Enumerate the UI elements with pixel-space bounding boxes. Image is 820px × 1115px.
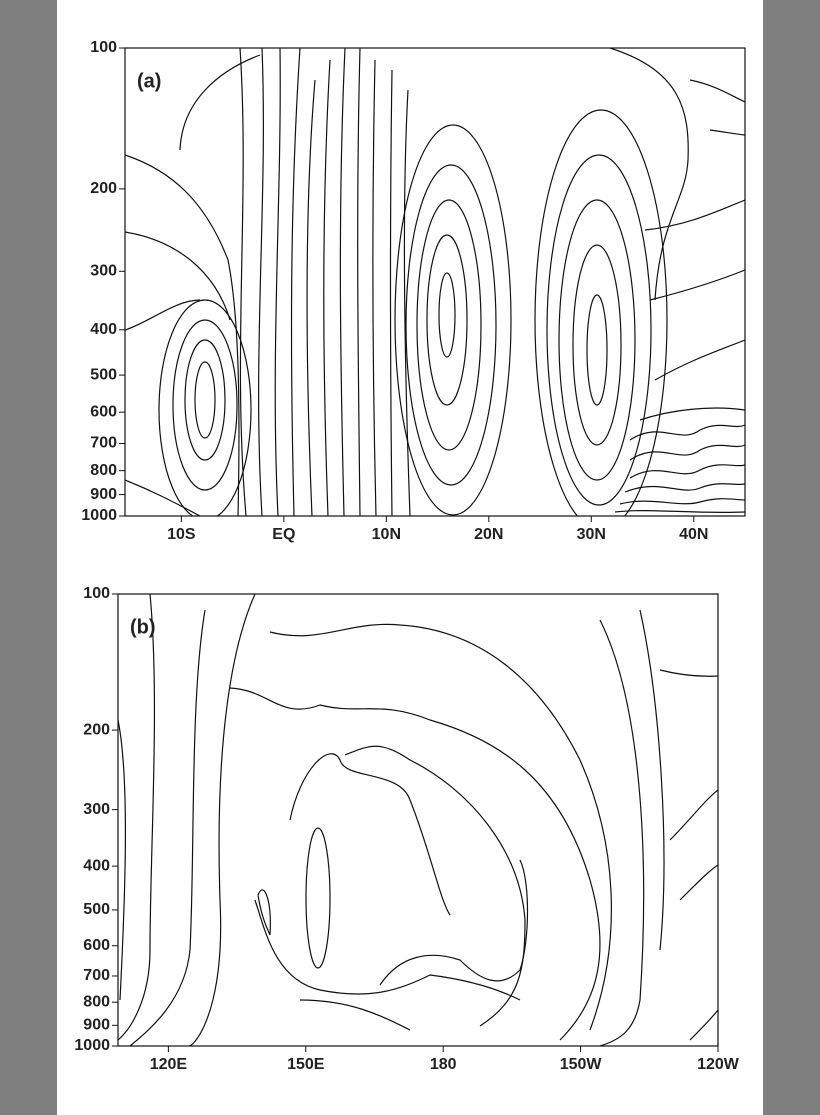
y-tick-label: 500 bbox=[83, 901, 110, 918]
y-tick-label: 900 bbox=[90, 486, 117, 503]
x-tick-label: 150E bbox=[287, 1056, 325, 1073]
y-tick-label: 300 bbox=[90, 263, 117, 280]
y-tick-label: 700 bbox=[90, 435, 117, 452]
y-tick-label: 1000 bbox=[74, 1037, 110, 1054]
y-tick-label: 800 bbox=[83, 993, 110, 1010]
x-tick-label: EQ bbox=[272, 526, 295, 543]
x-tick-label: 120E bbox=[150, 1056, 188, 1073]
panel-title: (b) bbox=[130, 616, 156, 638]
y-tick-label: 100 bbox=[83, 585, 110, 602]
x-tick-label: 10N bbox=[372, 526, 401, 543]
y-tick-label: 1000 bbox=[81, 507, 117, 524]
plot-frame bbox=[117, 593, 719, 1047]
x-tick-label: 180 bbox=[430, 1056, 457, 1073]
y-tick-label: 700 bbox=[83, 967, 110, 984]
x-tick-label: 30N bbox=[577, 526, 606, 543]
y-tick-label: 600 bbox=[83, 937, 110, 954]
background bbox=[57, 0, 763, 1115]
y-tick-label: 900 bbox=[83, 1017, 110, 1034]
y-tick-label: 100 bbox=[90, 39, 117, 56]
streamlines-a bbox=[125, 48, 745, 516]
streamlines-b bbox=[118, 594, 718, 1046]
x-tick-label: 120W bbox=[697, 1056, 740, 1073]
y-tick-label: 400 bbox=[90, 321, 117, 338]
x-tick-label: 20N bbox=[474, 526, 503, 543]
y-tick-label: 500 bbox=[90, 366, 117, 383]
y-tick-label: 600 bbox=[90, 403, 117, 420]
plot-frame bbox=[124, 47, 746, 517]
y-tick-label: 800 bbox=[90, 462, 117, 479]
x-tick-label: 40N bbox=[679, 526, 708, 543]
y-tick-label: 400 bbox=[83, 857, 110, 874]
panel-title: (a) bbox=[137, 70, 161, 92]
y-tick-label: 300 bbox=[83, 801, 110, 818]
x-tick-label: 150W bbox=[560, 1056, 603, 1073]
y-tick-label: 200 bbox=[90, 180, 117, 197]
x-tick-label: 10S bbox=[167, 526, 196, 543]
y-tick-label: 200 bbox=[83, 721, 110, 738]
